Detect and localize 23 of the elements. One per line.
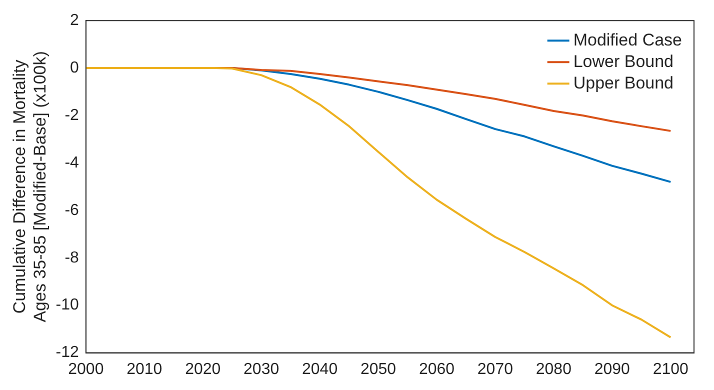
x-tick-label: 2100 [652, 360, 689, 378]
legend-label: Modified Case [573, 30, 682, 50]
x-tick-label: 2050 [360, 360, 396, 378]
x-tick-label: 2070 [477, 360, 514, 378]
x-tick-label: 2040 [302, 360, 338, 378]
legend-label: Upper Bound [573, 73, 674, 92]
y-tick-label: 0 [70, 59, 80, 76]
y-tick-label: -4 [64, 154, 80, 172]
y-tick-label: -10 [56, 296, 80, 314]
x-tick-label: 2090 [594, 360, 630, 378]
y-tick-label: 2 [70, 12, 80, 30]
x-tick-label: 2030 [244, 360, 280, 378]
x-tick-label: 2060 [418, 360, 455, 378]
x-tick-label: 2000 [68, 360, 104, 378]
x-tick-label: 2020 [185, 360, 221, 378]
x-tick-label: 2080 [536, 360, 572, 378]
y-axis-title: Cumulative Difference in Mortality Ages 35-85 [Modified-Base] (x100k) [10, 51, 50, 322]
y-tick-label: -8 [64, 249, 80, 266]
x-tick-label: 2010 [126, 360, 162, 378]
legend-label: Lower Bound [573, 52, 674, 71]
y-tick-label: -2 [64, 106, 80, 124]
y-tick-label: -12 [56, 344, 80, 362]
y-tick-label: -6 [64, 202, 80, 219]
